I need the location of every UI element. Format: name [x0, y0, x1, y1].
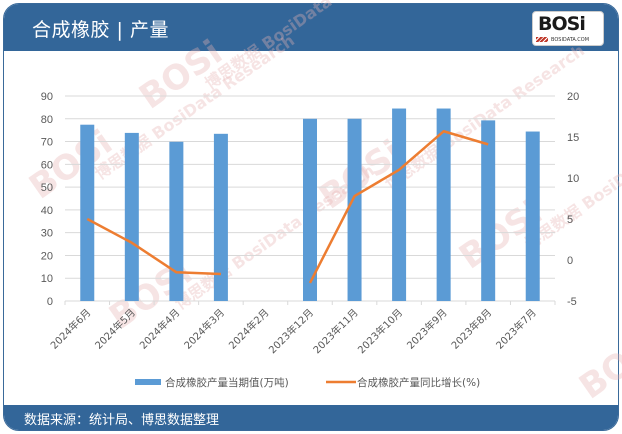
- watermark-text: 博思数据 BosiData Research: [171, 161, 378, 314]
- bosi-logo: BOSi BOSIDATA.COM: [532, 11, 604, 46]
- left-tick-label: 70: [41, 137, 53, 149]
- right-axis: -5 0 5 10 15 20: [567, 91, 579, 308]
- watermark-logo: BOSi: [572, 322, 622, 407]
- category-label: 2023年7月: [493, 306, 539, 352]
- logo-domain: BOSIDATA.COM: [551, 37, 590, 43]
- bar: [303, 118, 317, 302]
- bar: [525, 131, 540, 301]
- growth-line: [308, 130, 489, 284]
- data-source: 数据来源：统计局、博思数据整理: [24, 413, 220, 428]
- right-tick-label: -5: [567, 296, 577, 308]
- right-tick-label: 20: [567, 91, 579, 103]
- left-tick-label: 10: [41, 273, 53, 285]
- logo-stripe-icon: [536, 37, 548, 42]
- left-tick-label: 30: [41, 228, 53, 240]
- left-tick-label: 90: [41, 91, 53, 103]
- category-label: 2023年10月: [355, 306, 405, 356]
- bar: [169, 141, 184, 301]
- category-label: 2024年2月: [226, 306, 272, 352]
- category-label: 2023年11月: [310, 306, 360, 356]
- left-tick-label: 20: [41, 250, 53, 262]
- category-label: 2023年8月: [448, 306, 494, 352]
- legend-line-label: 合成橡胶产量同比增长(%): [357, 376, 480, 389]
- bar-series: [80, 108, 540, 302]
- line-series: [86, 130, 489, 284]
- bar: [392, 108, 407, 302]
- chart-card: 合成橡胶 | 产量 BOSi BOSIDATA.COM 数据来源：统计局、博思数…: [3, 3, 619, 431]
- category-label: 2023年9月: [404, 306, 450, 352]
- legend-bar-label: 合成橡胶产量当期值(万吨): [165, 376, 289, 389]
- bar: [436, 108, 451, 302]
- category-label: 2024年3月: [181, 306, 227, 352]
- left-tick-label: 40: [41, 205, 53, 217]
- left-tick-label: 0: [47, 296, 53, 308]
- bar: [80, 124, 95, 301]
- left-axis: 0 10 20 30 40 50 60 70 80 90: [41, 91, 53, 308]
- bar: [124, 132, 139, 301]
- left-tick-label: 80: [41, 114, 53, 126]
- category-label: 2023年12月: [266, 306, 316, 356]
- right-tick-label: 15: [567, 132, 579, 144]
- left-tick-label: 60: [41, 159, 53, 171]
- header-bar: 合成橡胶 | 产量 BOSi BOSIDATA.COM: [4, 4, 618, 51]
- legend: 合成橡胶产量当期值(万吨) 合成橡胶产量同比增长(%): [135, 376, 480, 389]
- page-title: 合成橡胶 | 产量: [32, 19, 169, 41]
- legend-bar-swatch: [135, 379, 161, 385]
- bar: [213, 133, 228, 301]
- right-tick-label: 5: [567, 214, 573, 226]
- growth-line: [86, 217, 221, 276]
- right-tick-label: 10: [567, 173, 579, 185]
- right-tick-label: 0: [567, 255, 573, 267]
- category-label: 2024年6月: [48, 306, 94, 352]
- bar: [481, 120, 496, 301]
- left-tick-label: 50: [41, 182, 53, 194]
- logo-mark: BOSi: [538, 13, 586, 35]
- bar: [347, 118, 362, 302]
- footer-bar: 数据来源：统计局、博思数据整理: [4, 405, 618, 430]
